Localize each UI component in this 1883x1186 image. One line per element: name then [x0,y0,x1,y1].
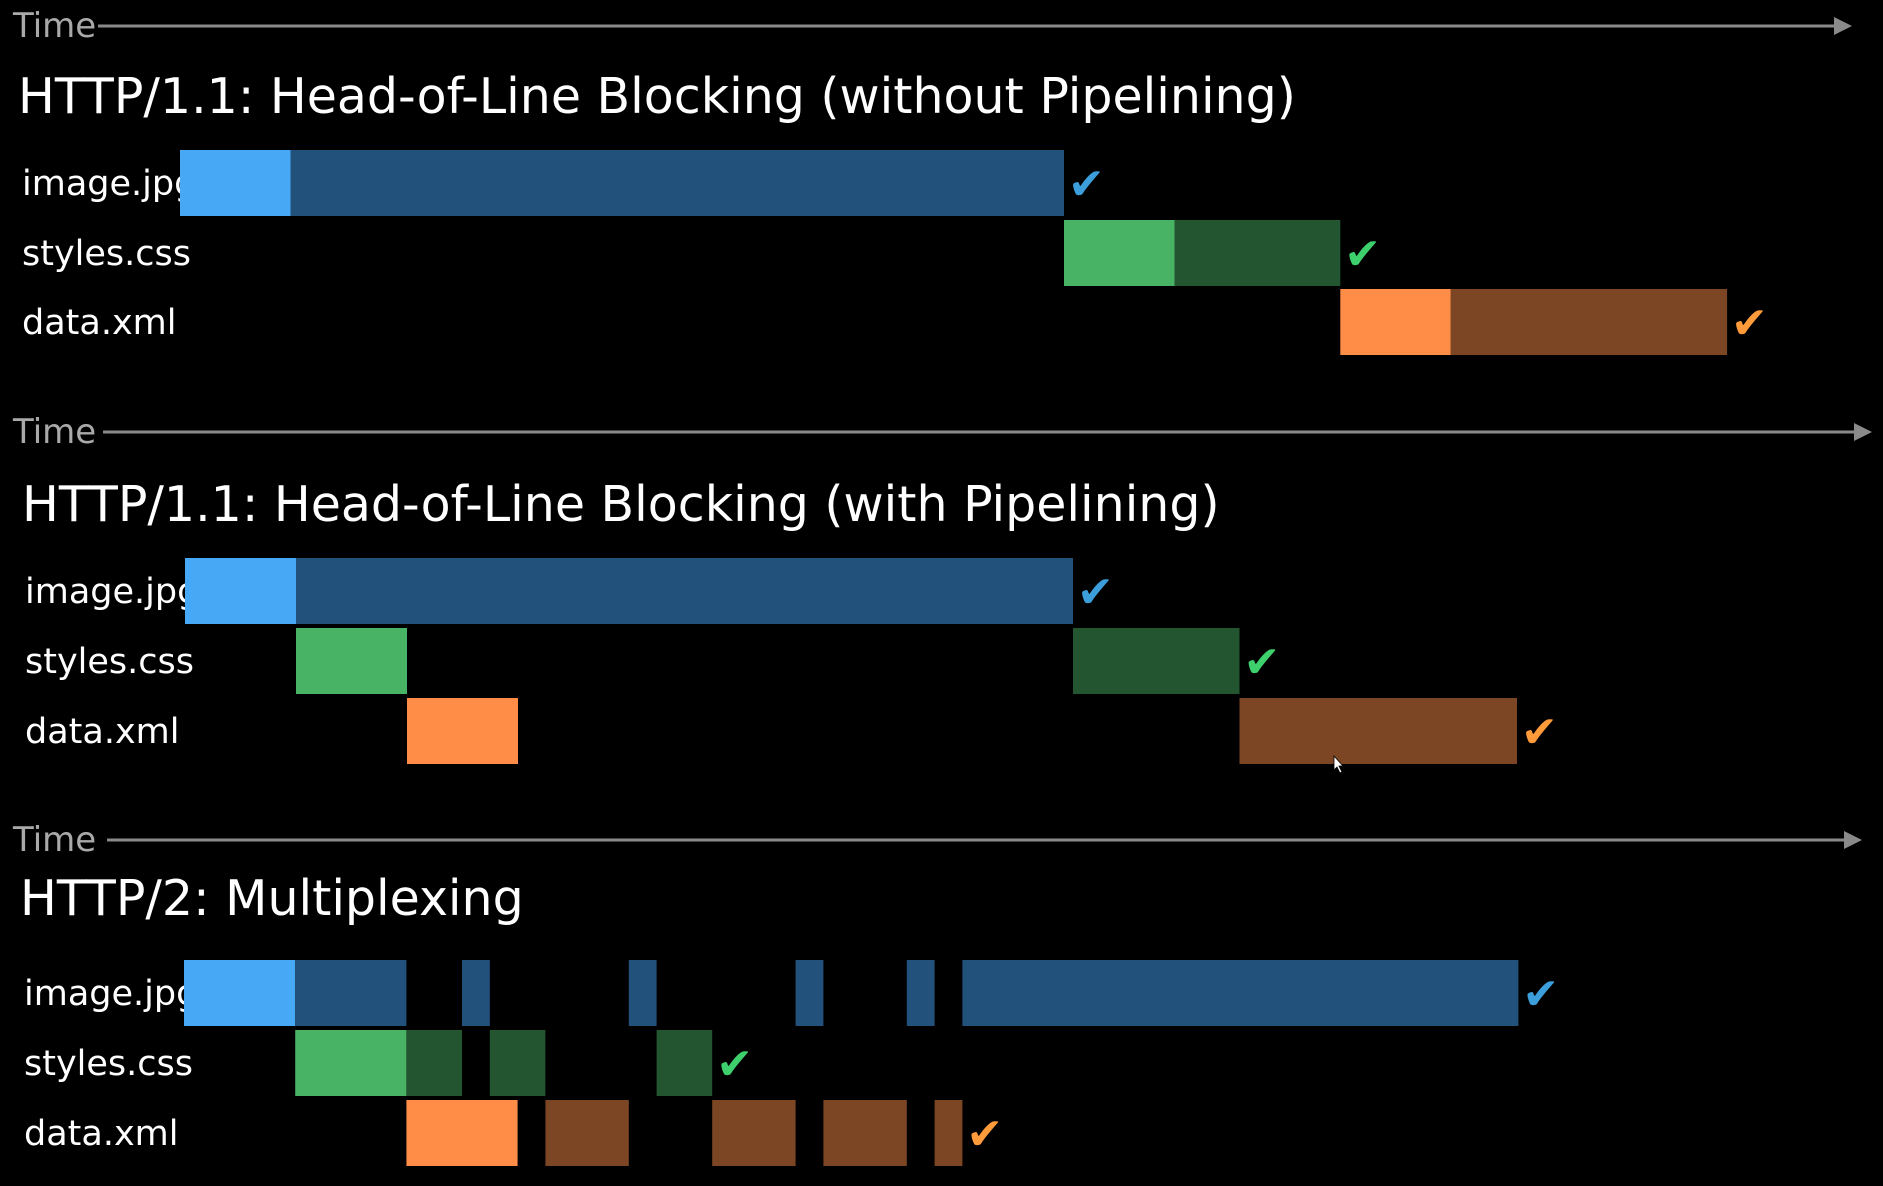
image-response-segment [906,960,935,1026]
checkmark-icon: ✔ [1077,567,1114,618]
mouse-pointer-icon [1333,754,1344,774]
styles-response-segment [1073,628,1240,694]
row-styles: styles.css ✔ [24,1030,753,1096]
panel-1: Time HTTP/1.1: Head-of-Line Blocking (wit… [12,6,1852,355]
styles-request-segment [1064,220,1175,286]
checkmark-icon: ✔ [716,1039,753,1090]
checkmark-icon: ✔ [1522,969,1559,1020]
image-response-segment [290,150,1064,216]
image-response-segment [962,960,1519,1026]
row-data: data.xml ✔ [22,289,1768,355]
row-label: data.xml [24,1114,179,1154]
data-response-segment [1450,289,1728,355]
data-request-segment [407,698,518,764]
styles-response-segment [1174,220,1341,286]
row-label: image.jpg [24,974,198,1014]
row-label: styles.css [22,234,191,274]
time-axis-label: Time [12,6,96,46]
row-image: image.jpg ✔ [22,150,1105,216]
row-label: data.xml [22,303,177,343]
image-response-segment [462,960,490,1026]
data-response-segment [545,1100,629,1166]
data-response-segment [823,1100,907,1166]
styles-request-segment [295,1030,407,1096]
row-label: styles.css [25,642,194,682]
checkmark-icon: ✔ [1731,298,1768,349]
panel-title: HTTP/1.1: Head-of-Line Blocking (with Pi… [22,476,1220,533]
checkmark-icon: ✔ [966,1109,1003,1160]
styles-response-segment [489,1030,546,1096]
row-label: data.xml [25,712,180,752]
row-label: image.jpg [22,164,196,204]
row-label: image.jpg [25,572,199,612]
panel-title: HTTP/1.1: Head-of-Line Blocking (without… [18,68,1296,125]
time-axis-label: Time [12,412,96,452]
checkmark-icon: ✔ [1068,159,1105,210]
data-response-segment [712,1100,796,1166]
data-request-segment [406,1100,518,1166]
data-response-segment [934,1100,963,1166]
time-axis-arrowhead-icon [1834,17,1852,35]
row-styles: styles.css ✔ [22,220,1381,286]
checkmark-icon: ✔ [1521,707,1558,758]
image-response-segment [628,960,657,1026]
image-request-segment [184,960,296,1026]
styles-response-segment [656,1030,713,1096]
data-request-segment [1340,289,1451,355]
time-axis-arrowhead-icon [1844,831,1862,849]
row-image: image.jpg ✔ [25,558,1114,624]
panel-2: Time HTTP/1.1: Head-of-Line Blocking (wit… [12,412,1872,764]
data-response-segment [1239,698,1517,764]
styles-response-segment [406,1030,462,1096]
panels: Time HTTP/1.1: Head-of-Line Blocking (wit… [12,6,1872,1166]
image-request-segment [180,150,291,216]
checkmark-icon: ✔ [1244,637,1281,688]
time-axis-arrowhead-icon [1854,423,1872,441]
image-response-segment [296,558,1073,624]
time-axis-label: Time [12,820,96,860]
row-data: data.xml ✔ [25,698,1558,764]
image-request-segment [185,558,296,624]
checkmark-icon: ✔ [1344,229,1381,280]
row-data: data.xml ✔ [24,1100,1003,1166]
row-image: image.jpg ✔ [24,960,1559,1026]
panel-title: HTTP/2: Multiplexing [20,870,524,927]
row-styles: styles.css ✔ [25,628,1280,694]
image-response-segment [795,960,824,1026]
row-label: styles.css [24,1044,193,1084]
image-response-segment [295,960,407,1026]
styles-request-segment [296,628,407,694]
